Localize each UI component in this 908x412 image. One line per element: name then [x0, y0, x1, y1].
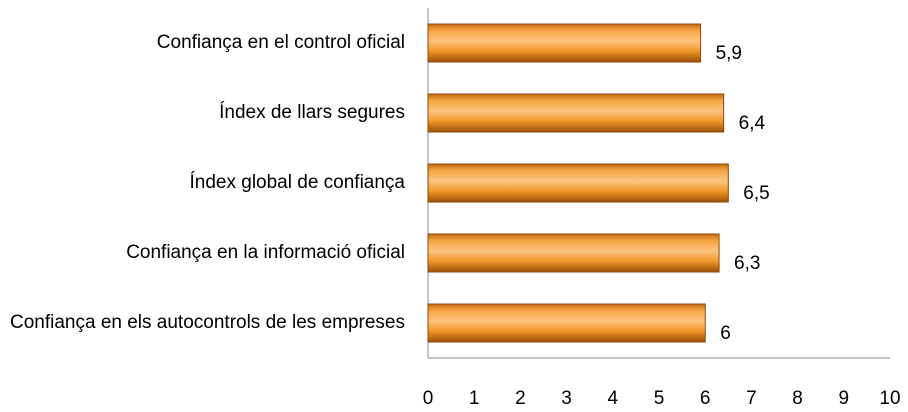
category-label: Confiança en la informació oficial — [126, 242, 405, 263]
x-tick-label: 4 — [608, 388, 619, 409]
x-tick-label: 8 — [792, 388, 803, 409]
category-label: Confiança en el control oficial — [156, 32, 405, 53]
x-tick-label: 6 — [700, 388, 711, 409]
bar — [427, 303, 706, 343]
category-label: Confiança en els autocontrols de les emp… — [9, 312, 405, 333]
x-tick-label: 3 — [561, 388, 572, 409]
value-label: 6,3 — [734, 253, 760, 274]
x-tick-label: 7 — [746, 388, 757, 409]
bar — [427, 23, 702, 63]
x-tick-label: 10 — [879, 388, 900, 409]
bar — [427, 93, 725, 133]
bar — [427, 233, 720, 273]
value-label: 6,5 — [743, 183, 769, 204]
value-label: 6 — [720, 323, 731, 344]
bar — [427, 163, 729, 203]
x-tick-label: 2 — [515, 388, 526, 409]
category-label: Índex de llars segures — [219, 102, 405, 123]
x-tick-label: 1 — [469, 388, 480, 409]
category-label: Índex global de confiança — [189, 172, 406, 193]
value-label: 6,4 — [739, 113, 766, 134]
x-tick-label: 9 — [839, 388, 850, 409]
x-tick-label: 5 — [654, 388, 665, 409]
value-label: 5,9 — [716, 43, 742, 64]
x-tick-label: 0 — [423, 388, 434, 409]
